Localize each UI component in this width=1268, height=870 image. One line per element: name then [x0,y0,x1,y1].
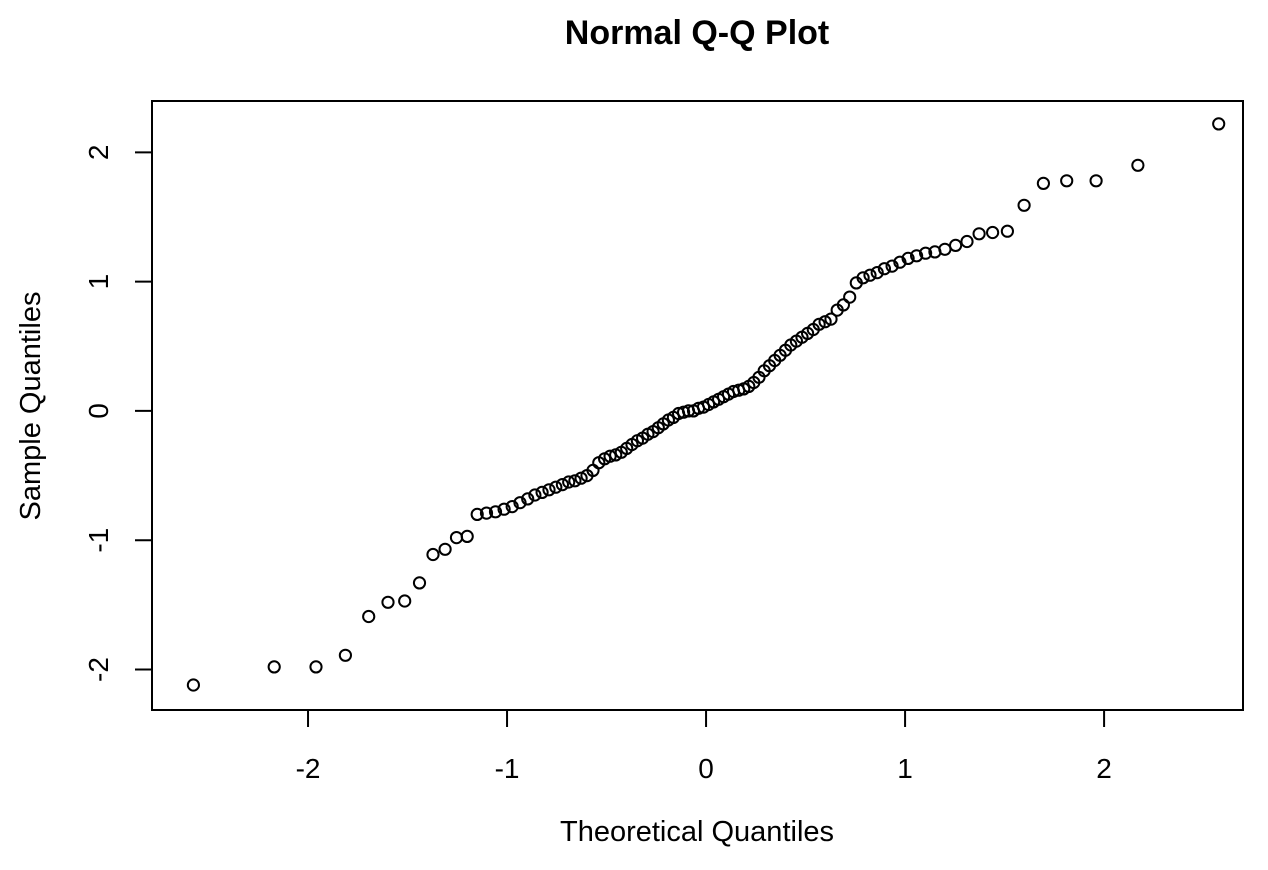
x-tick-label: 1 [897,753,913,784]
data-point [870,266,884,280]
data-point [836,298,851,312]
data-point [1000,224,1015,238]
data-point [972,227,986,241]
data-point [562,475,576,489]
data-point [603,449,617,463]
y-axis-title: Sample Quantiles [15,292,47,521]
data-point [505,500,519,514]
data-point [412,576,427,590]
data-points-layer [186,117,1226,692]
data-point [1089,174,1103,188]
data-point [426,547,440,562]
data-point [497,502,511,516]
data-point [919,246,933,260]
x-axis-title: Theoretical Quantiles [560,816,834,848]
data-point [542,483,556,497]
y-tick-label: -2 [83,657,114,682]
data-point [513,496,527,510]
data-point [309,660,323,674]
data-point [470,507,484,522]
data-point [460,529,474,544]
data-point [960,234,974,249]
y-tick-label: 1 [83,274,114,290]
data-point [885,259,899,273]
data-point [818,315,832,329]
data-point [856,271,870,285]
data-point [362,609,376,624]
y-axis-ticks: -2 -1 0 1 2 [83,145,152,682]
data-point [1212,117,1226,131]
data-point [398,594,412,608]
data-point [824,312,838,326]
y-tick-label: 0 [83,403,114,419]
data-point [843,290,857,304]
data-point [438,542,452,556]
data-point [574,471,588,485]
data-point [186,678,200,692]
data-point [877,262,892,276]
y-tick-label: 2 [83,145,114,161]
data-point [949,238,963,252]
data-point [910,249,924,263]
x-tick-label: 2 [1096,753,1112,784]
data-point [1060,174,1074,188]
data-point [549,480,563,494]
x-tick-label: -2 [296,753,321,784]
data-point [488,505,503,519]
data-point [1017,198,1031,212]
data-point [338,648,352,662]
data-point [938,242,952,256]
data-point [1036,176,1051,190]
data-point [568,474,582,488]
data-point [901,251,915,265]
data-point [1131,158,1145,172]
data-point [535,485,549,499]
data-point [521,492,535,506]
data-point [479,506,494,520]
data-point [381,595,395,609]
x-tick-label: 0 [698,753,714,784]
data-point [449,531,464,545]
data-point [555,478,570,492]
data-point [812,317,826,331]
plot-box [151,100,1244,711]
data-point [863,268,877,282]
x-axis-ticks: -2 -1 0 1 2 [296,710,1112,784]
x-tick-label: -1 [495,753,520,784]
chart-title: Normal Q-Q Plot [565,14,829,52]
y-tick-label: -1 [83,528,114,553]
data-point [893,255,907,269]
data-point [528,488,542,502]
data-point [986,225,1000,240]
data-point [267,660,281,674]
